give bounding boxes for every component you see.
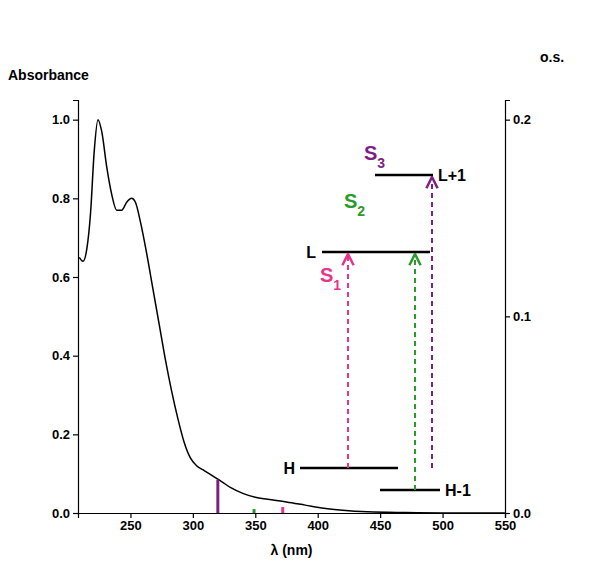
y-axis: 0.0 0.2 0.4 0.6 0.8 1.0	[52, 101, 79, 521]
tick: 0.2	[52, 427, 78, 442]
tick-label: 1.0	[52, 112, 70, 127]
tick-label: 300	[183, 518, 205, 533]
energy-level	[322, 251, 430, 254]
y2-axis-title: o.s.	[540, 49, 564, 65]
tick: 0.4	[52, 348, 78, 363]
tick-label: 0.0	[52, 506, 70, 521]
level-label: H-1	[445, 482, 471, 499]
oscillator-stick	[253, 509, 256, 513]
transition-arrow	[414, 254, 416, 490]
tick: 0.0	[52, 506, 78, 521]
tick-label: 0.1	[513, 309, 531, 324]
energy-diagram: L+1 L H H-1 S1 S2 S3	[283, 142, 470, 499]
tick-label: 400	[307, 518, 329, 533]
y2-axis-line	[506, 101, 511, 514]
tick: 400	[307, 513, 329, 533]
tick: 0.0	[505, 506, 531, 521]
tick: 0.2	[505, 112, 531, 127]
tick: 0.8	[52, 191, 78, 206]
tick-label: 350	[245, 518, 267, 533]
tick-mark	[73, 434, 78, 435]
x-axis-title: λ (nm)	[271, 542, 313, 558]
tick: 250	[120, 513, 142, 533]
tick: 300	[183, 513, 205, 533]
level-label: L	[306, 244, 316, 261]
energy-level	[375, 174, 433, 177]
transition-label: S1	[320, 264, 341, 293]
y2-axis: 0.0 0.1 0.2	[505, 101, 531, 521]
tick-mark	[73, 277, 78, 278]
tick-mark	[73, 198, 78, 199]
tick-mark	[73, 356, 78, 357]
tick: 500	[432, 513, 454, 533]
level-label: H	[283, 460, 295, 477]
tick: 1.0	[52, 112, 78, 127]
spectrum-line	[79, 120, 505, 513]
tick-label: 0.0	[513, 506, 531, 521]
tick-label: 250	[120, 518, 142, 533]
tick-label: 500	[432, 518, 454, 533]
tick-label: 450	[370, 518, 392, 533]
y-axis-title: Absorbance	[8, 67, 89, 83]
transition-arrow	[431, 177, 433, 468]
plot-area	[79, 120, 505, 513]
level-label: L+1	[438, 167, 466, 184]
tick-label: 0.2	[52, 427, 70, 442]
tick-mark	[73, 513, 78, 514]
x-axis: 250300350400450500550	[79, 513, 517, 533]
tick-mark	[505, 316, 510, 317]
tick: 0.1	[505, 309, 531, 324]
tick-label: 0.2	[513, 112, 531, 127]
transition-label: S3	[364, 142, 385, 171]
tick-mark	[505, 120, 510, 121]
tick-label: 0.8	[52, 191, 70, 206]
tick-label: 0.6	[52, 270, 70, 285]
transition-label: S2	[344, 190, 365, 219]
tick: 350	[245, 513, 267, 533]
oscillator-stick	[216, 480, 219, 513]
chart: 2503003504004505005500.00.20.40.60.81.00…	[0, 0, 611, 568]
tick: 450	[370, 513, 392, 533]
y-axis-line	[73, 101, 79, 514]
tick-mark	[73, 120, 78, 121]
oscillator-stick	[281, 507, 284, 513]
tick-mark	[505, 513, 510, 514]
tick: 0.6	[52, 270, 78, 285]
tick-label: 0.4	[52, 348, 71, 363]
energy-level	[380, 489, 440, 492]
transition-arrow	[347, 254, 349, 468]
